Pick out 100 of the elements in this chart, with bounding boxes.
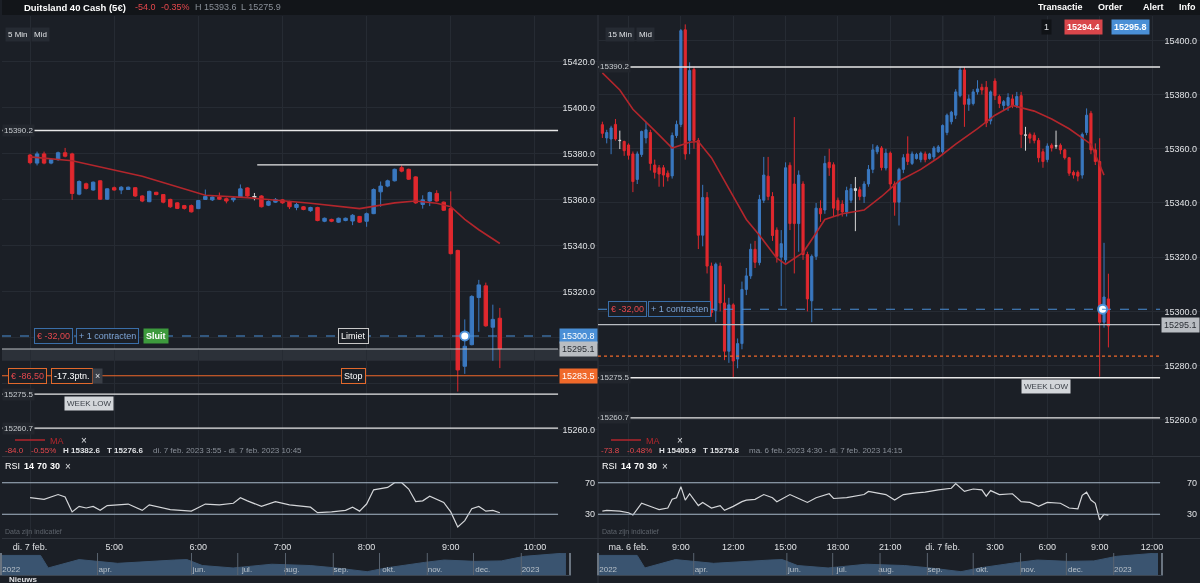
x-tick-label: okt.	[382, 565, 396, 574]
text: Order	[1098, 2, 1124, 12]
x-tick-label: apr.	[694, 565, 709, 574]
x-tick-label: 2023	[521, 565, 540, 574]
y-tick-label: 70	[584, 477, 596, 488]
annotation: 1	[1044, 22, 1050, 32]
x-tick-label: 7:00	[273, 541, 292, 552]
annotation: 14	[24, 461, 35, 471]
x-tick-label: 5:00	[105, 541, 123, 552]
annotation: H 15405.9	[659, 446, 697, 455]
annotation: Mid	[639, 30, 652, 39]
x-tick-label: 9:00	[441, 541, 460, 552]
annotation: ×	[95, 371, 101, 381]
y-tick-label: 15380.0	[562, 149, 596, 160]
ref-line-label: 15275.5	[600, 373, 630, 382]
x-tick-label: di. 7 feb.	[12, 541, 48, 552]
legend-label: MA	[645, 435, 660, 446]
x-tick-label: 8:00	[357, 541, 376, 552]
y-tick-label: 15380.0	[1164, 89, 1197, 100]
annotation: -0.55%	[31, 446, 57, 455]
annotation: 70	[37, 461, 48, 471]
x-tick-label: apr.	[98, 565, 112, 574]
y-tick-label: 15320.0	[1164, 252, 1197, 263]
annotation: 5 Min	[8, 30, 28, 39]
x-tick-label: 9:00	[1090, 541, 1109, 552]
annotation: + 1 contracten	[651, 304, 709, 314]
ref-line-label: 15390.2	[600, 62, 630, 71]
annotation: -0.48%	[627, 446, 653, 455]
text: MA	[49, 435, 64, 446]
x-tick-label: sep.	[927, 565, 943, 574]
x-tick-label: jul.	[835, 565, 847, 574]
text: -54.0	[135, 2, 156, 12]
annotation: WEEK LOW	[67, 399, 112, 408]
y-tick-label: 15340.0	[562, 240, 596, 251]
ref-line-label: 15295.1	[562, 344, 595, 354]
ref-line-label: 15260.7	[4, 424, 34, 433]
ref-line-label: 15275.5	[4, 390, 34, 399]
annotation: ×	[65, 461, 71, 472]
text: Alert	[1143, 2, 1164, 12]
annotation: 30	[647, 461, 658, 471]
y-tick-label: 15320.0	[562, 286, 596, 297]
ref-line-label: 15300.8	[562, 331, 595, 341]
y-tick-label: 15300.0	[1164, 306, 1197, 317]
chart-title: Duitsland 40 Cash (5€)	[23, 1, 126, 13]
x-tick-label: 18:00	[826, 541, 850, 552]
x-tick-label: 21:00	[879, 541, 902, 552]
x-tick-label: dec.	[1067, 565, 1084, 574]
y-tick-label: 15260.0	[562, 424, 596, 435]
annotation: 15295.8	[1114, 22, 1147, 32]
x-tick-label: 15:00	[774, 541, 797, 552]
x-tick-label: 6:00	[1038, 541, 1057, 552]
annotation: ×	[81, 435, 87, 446]
annotation: H 15382.6	[63, 446, 101, 455]
x-tick-label: dec.	[475, 565, 491, 574]
x-tick-label: aug.	[878, 565, 894, 574]
annotation: WEEK LOW	[1024, 382, 1069, 391]
annotation: RSI	[5, 461, 21, 471]
x-tick-label: 2022	[2, 565, 21, 574]
annotation: di. 7 feb. 2023 3:55 - di. 7 feb. 2023 10:45	[153, 446, 303, 455]
x-tick-label: jun.	[787, 565, 801, 574]
y-tick-label: 15400.0	[1164, 35, 1197, 46]
annotation: -17.3ptn.	[54, 371, 90, 381]
annotation: -84.0	[5, 446, 24, 455]
annotation: Mid	[34, 30, 47, 39]
y-tick-label: 30	[584, 509, 596, 520]
y-tick-label: 15260.0	[1164, 414, 1197, 425]
annotation: Sluit	[146, 331, 166, 341]
y-tick-label: 15420.0	[562, 57, 596, 68]
annotation: ×	[677, 435, 683, 446]
x-tick-label: sep.	[333, 565, 349, 574]
annotation: 30	[50, 461, 61, 471]
ref-line-label: 15283.5	[562, 371, 595, 381]
x-tick-label: 2022	[599, 565, 618, 574]
x-tick-label: 9:00	[672, 541, 690, 552]
x-tick-label: 10:00	[523, 541, 547, 552]
annotation: € -32,00	[37, 331, 71, 341]
y-tick-label: 15400.0	[562, 103, 596, 114]
x-tick-label: jul.	[240, 565, 253, 574]
annotation: + 1 contracten	[79, 331, 137, 341]
x-tick-label: di. 7 feb.	[925, 541, 960, 552]
y-tick-label: 15280.0	[1164, 360, 1197, 371]
annotation: RSI	[602, 461, 618, 471]
annotation: 15 Min	[608, 30, 633, 39]
annotation: Nieuws	[9, 575, 38, 583]
annotation: T 15276.6	[107, 446, 144, 455]
text: Info	[1179, 2, 1196, 12]
x-tick-label: 3:00	[986, 541, 1004, 552]
x-tick-label: 2023	[1113, 565, 1133, 574]
text: L 15275.9	[241, 2, 281, 12]
x-tick-label: nov.	[1020, 565, 1036, 574]
x-tick-label: nov.	[427, 565, 443, 574]
y-tick-label: 15360.0	[1164, 143, 1197, 154]
annotation: Stop	[344, 371, 363, 381]
text: -0.35%	[161, 2, 190, 12]
ref-line-label: 15260.7	[600, 413, 630, 422]
annotation: 15294.4	[1067, 22, 1100, 32]
annotation: 70	[634, 461, 645, 471]
x-tick-label: 6:00	[189, 541, 208, 552]
text: H 15393.6	[195, 2, 237, 12]
annotation: -73.8	[601, 446, 620, 455]
